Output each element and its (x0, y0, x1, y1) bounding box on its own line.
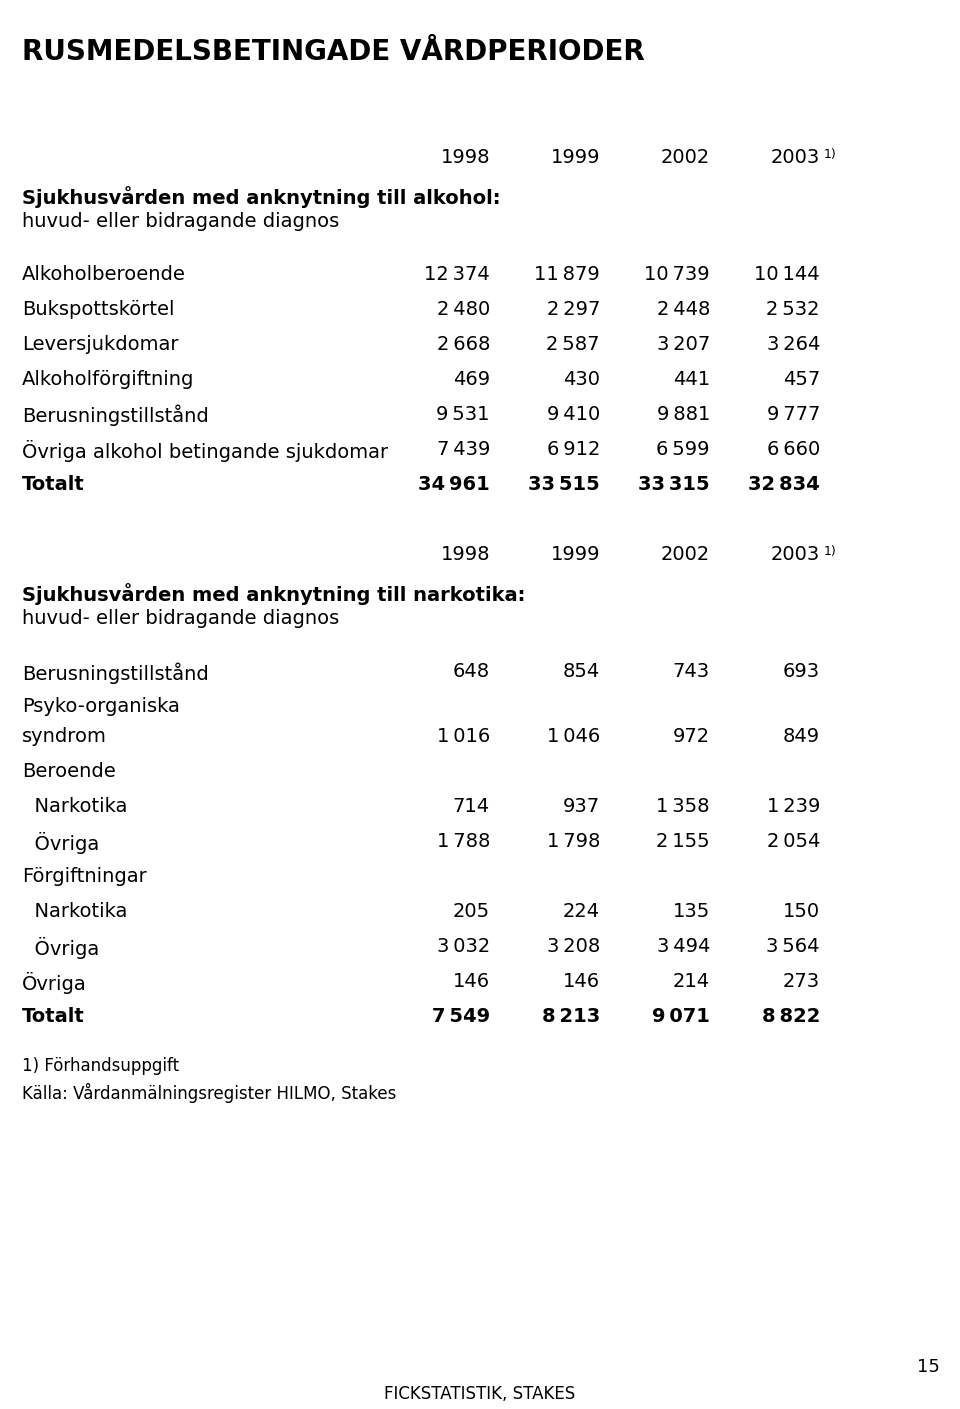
Text: Källa: Vårdanmälningsregister HILMO, Stakes: Källa: Vårdanmälningsregister HILMO, Sta… (22, 1084, 396, 1103)
Text: 9 071: 9 071 (652, 1007, 710, 1026)
Text: 12 374: 12 374 (424, 265, 490, 285)
Text: 1 358: 1 358 (657, 797, 710, 816)
Text: 33 315: 33 315 (638, 475, 710, 495)
Text: 937: 937 (563, 797, 600, 816)
Text: 1 046: 1 046 (547, 727, 600, 745)
Text: 457: 457 (782, 371, 820, 389)
Text: Narkotika: Narkotika (22, 797, 128, 816)
Text: Övriga: Övriga (22, 937, 99, 960)
Text: 714: 714 (453, 797, 490, 816)
Text: 15: 15 (917, 1358, 940, 1377)
Text: 1 239: 1 239 (767, 797, 820, 816)
Text: 1998: 1998 (441, 545, 490, 564)
Text: 2 587: 2 587 (546, 335, 600, 354)
Text: RUSMEDELSBETINGADE VÅRDPERIODER: RUSMEDELSBETINGADE VÅRDPERIODER (22, 38, 645, 66)
Text: 3 564: 3 564 (766, 937, 820, 955)
Text: 1 798: 1 798 (546, 831, 600, 851)
Text: 11 879: 11 879 (535, 265, 600, 285)
Text: 1999: 1999 (550, 148, 600, 168)
Text: Sjukhusvården med anknytning till narkotika:: Sjukhusvården med anknytning till narkot… (22, 583, 525, 604)
Text: Totalt: Totalt (22, 475, 84, 495)
Text: 3 264: 3 264 (767, 335, 820, 354)
Text: 9 410: 9 410 (547, 404, 600, 424)
Text: 146: 146 (563, 972, 600, 991)
Text: 3 207: 3 207 (657, 335, 710, 354)
Text: 9 531: 9 531 (437, 404, 490, 424)
Text: 1999: 1999 (550, 545, 600, 564)
Text: 10 739: 10 739 (644, 265, 710, 285)
Text: huvud- eller bidragande diagnos: huvud- eller bidragande diagnos (22, 211, 339, 231)
Text: 34 961: 34 961 (419, 475, 490, 495)
Text: 3 494: 3 494 (657, 937, 710, 955)
Text: 9 881: 9 881 (657, 404, 710, 424)
Text: Sjukhusvården med anknytning till alkohol:: Sjukhusvården med anknytning till alkoho… (22, 186, 500, 209)
Text: 648: 648 (453, 662, 490, 681)
Text: 2002: 2002 (660, 148, 710, 168)
Text: FICKSTATISTIK, STAKES: FICKSTATISTIK, STAKES (384, 1385, 576, 1403)
Text: 2 532: 2 532 (766, 300, 820, 318)
Text: 224: 224 (563, 902, 600, 921)
Text: 6 660: 6 660 (767, 440, 820, 459)
Text: Berusningstillstånd: Berusningstillstånd (22, 404, 208, 427)
Text: 7 439: 7 439 (437, 440, 490, 459)
Text: Förgiftningar: Förgiftningar (22, 867, 147, 886)
Text: 2003: 2003 (771, 148, 820, 168)
Text: 2 448: 2 448 (657, 300, 710, 318)
Text: 2 668: 2 668 (437, 335, 490, 354)
Text: 9 777: 9 777 (767, 404, 820, 424)
Text: 2 155: 2 155 (657, 831, 710, 851)
Text: 10 144: 10 144 (755, 265, 820, 285)
Text: Leversjukdomar: Leversjukdomar (22, 335, 179, 354)
Text: 1 016: 1 016 (437, 727, 490, 745)
Text: 135: 135 (673, 902, 710, 921)
Text: Psyko-organiska: Psyko-organiska (22, 697, 180, 716)
Text: 430: 430 (563, 371, 600, 389)
Text: Alkoholberoende: Alkoholberoende (22, 265, 186, 285)
Text: Bukspottskörtel: Bukspottskörtel (22, 300, 175, 318)
Text: 3 208: 3 208 (547, 937, 600, 955)
Text: Övriga: Övriga (22, 972, 86, 993)
Text: 33 515: 33 515 (528, 475, 600, 495)
Text: 6 912: 6 912 (546, 440, 600, 459)
Text: 1): 1) (824, 545, 837, 558)
Text: 441: 441 (673, 371, 710, 389)
Text: 8 822: 8 822 (761, 1007, 820, 1026)
Text: 972: 972 (673, 727, 710, 745)
Text: 6 599: 6 599 (657, 440, 710, 459)
Text: 2002: 2002 (660, 545, 710, 564)
Text: Totalt: Totalt (22, 1007, 84, 1026)
Text: 2 054: 2 054 (767, 831, 820, 851)
Text: 1) Förhandsuppgift: 1) Förhandsuppgift (22, 1057, 180, 1075)
Text: 854: 854 (563, 662, 600, 681)
Text: 849: 849 (782, 727, 820, 745)
Text: 2 480: 2 480 (437, 300, 490, 318)
Text: Alkoholförgiftning: Alkoholförgiftning (22, 371, 194, 389)
Text: 1998: 1998 (441, 148, 490, 168)
Text: 1 788: 1 788 (437, 831, 490, 851)
Text: 2003: 2003 (771, 545, 820, 564)
Text: 150: 150 (782, 902, 820, 921)
Text: Beroende: Beroende (22, 762, 116, 781)
Text: Övriga: Övriga (22, 831, 99, 854)
Text: huvud- eller bidragande diagnos: huvud- eller bidragande diagnos (22, 609, 339, 628)
Text: 32 834: 32 834 (748, 475, 820, 495)
Text: 469: 469 (453, 371, 490, 389)
Text: Narkotika: Narkotika (22, 902, 128, 921)
Text: 146: 146 (453, 972, 490, 991)
Text: 2 297: 2 297 (546, 300, 600, 318)
Text: 7 549: 7 549 (432, 1007, 490, 1026)
Text: 214: 214 (673, 972, 710, 991)
Text: 693: 693 (782, 662, 820, 681)
Text: 8 213: 8 213 (541, 1007, 600, 1026)
Text: 3 032: 3 032 (437, 937, 490, 955)
Text: Övriga alkohol betingande sjukdomar: Övriga alkohol betingande sjukdomar (22, 440, 388, 462)
Text: 273: 273 (782, 972, 820, 991)
Text: 743: 743 (673, 662, 710, 681)
Text: Berusningstillstånd: Berusningstillstånd (22, 662, 208, 683)
Text: 1): 1) (824, 148, 837, 161)
Text: 205: 205 (453, 902, 490, 921)
Text: syndrom: syndrom (22, 727, 107, 745)
